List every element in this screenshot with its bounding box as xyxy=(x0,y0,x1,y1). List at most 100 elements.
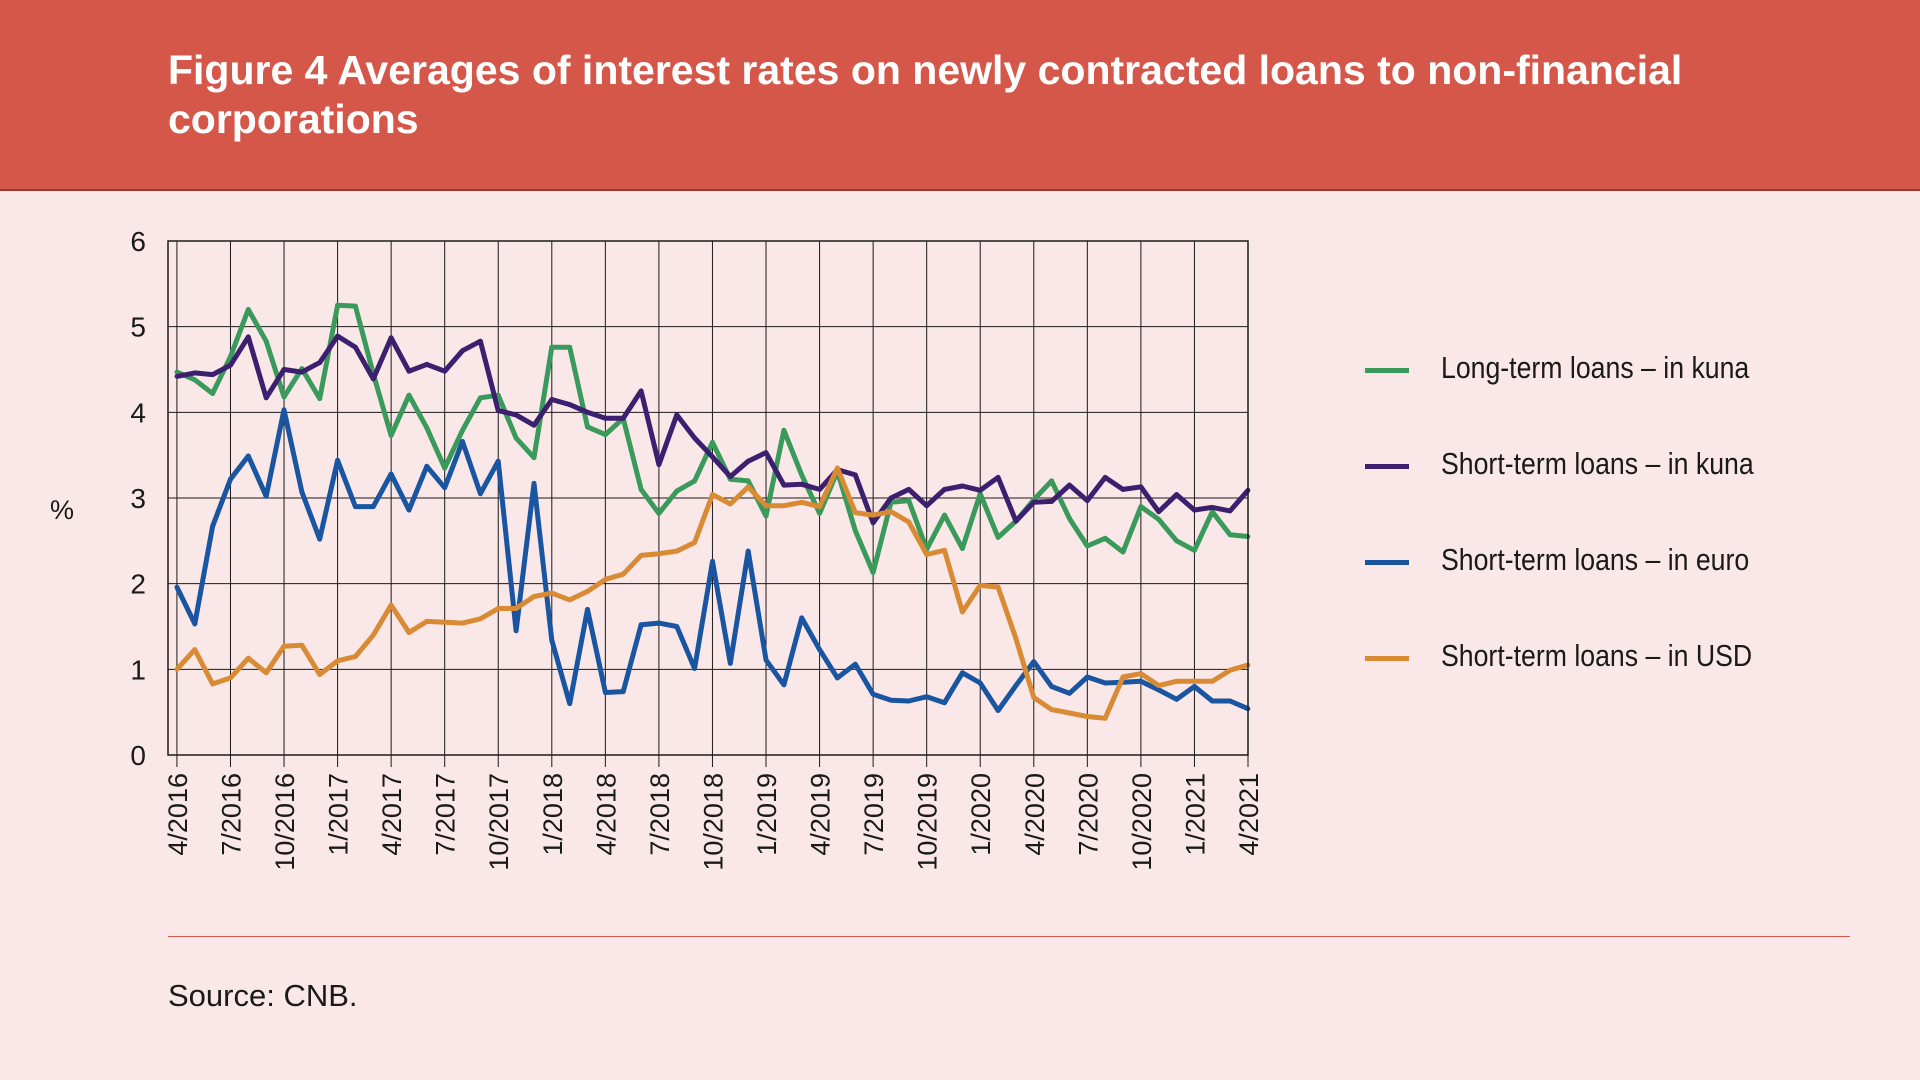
data-point xyxy=(353,303,358,309)
data-point xyxy=(1192,507,1197,513)
legend-item: Short-term loans – in euro xyxy=(1365,542,1885,582)
x-tick-label: 10/2016 xyxy=(270,773,300,871)
data-point xyxy=(977,582,983,588)
data-point xyxy=(763,657,769,663)
data-point xyxy=(888,509,894,515)
x-tick-label: 1/2020 xyxy=(966,773,996,856)
data-point xyxy=(460,439,465,444)
data-point xyxy=(585,588,590,594)
data-point xyxy=(906,498,912,503)
data-point xyxy=(1227,532,1233,538)
data-point xyxy=(210,372,216,378)
x-tick-label: 1/2018 xyxy=(538,773,568,856)
data-point xyxy=(335,333,340,339)
data-point xyxy=(1209,678,1215,684)
data-point xyxy=(763,450,769,455)
data-point xyxy=(781,503,787,509)
data-point xyxy=(817,647,822,653)
data-point xyxy=(781,482,787,488)
data-point xyxy=(852,510,858,515)
data-point xyxy=(1084,498,1090,503)
data-point xyxy=(710,558,715,564)
legend-swatch xyxy=(1365,560,1409,565)
data-point xyxy=(942,487,947,492)
x-tick-label: 4/2020 xyxy=(1020,773,1050,856)
data-point xyxy=(602,415,608,421)
data-point xyxy=(924,552,930,557)
x-axis-labels: 4/2016 7/2016 10/2016 1/2017 4/2017 7/2017 10/… xyxy=(163,773,1264,871)
data-point xyxy=(602,432,608,438)
data-point xyxy=(942,512,947,518)
y-tick-label: 0 xyxy=(130,740,146,771)
data-point xyxy=(692,540,698,545)
x-tick-label: 10/2017 xyxy=(484,773,514,871)
figure-title: Figure 4 Averages of interest rates on n… xyxy=(168,47,1683,142)
x-tick-label: 4/2019 xyxy=(806,773,836,856)
data-point xyxy=(1227,508,1233,514)
x-tick-label: 7/2018 xyxy=(645,773,675,856)
x-tick-label: 4/2018 xyxy=(591,773,621,856)
data-point xyxy=(674,488,680,494)
data-point xyxy=(228,675,233,681)
data-point xyxy=(959,670,965,676)
data-point xyxy=(1156,683,1162,689)
data-point xyxy=(424,425,430,431)
data-point xyxy=(638,552,644,558)
data-point xyxy=(406,392,412,398)
data-point xyxy=(317,536,323,542)
data-point xyxy=(656,462,662,467)
data-point xyxy=(353,504,358,509)
data-point xyxy=(370,376,376,382)
data-point xyxy=(870,691,876,697)
data-point xyxy=(495,606,501,611)
data-point xyxy=(1209,509,1215,515)
data-point xyxy=(567,701,573,706)
data-point xyxy=(710,439,715,445)
data-point xyxy=(620,415,626,421)
data-point xyxy=(799,499,805,505)
data-point xyxy=(281,367,287,372)
data-point xyxy=(692,478,698,484)
data-point xyxy=(388,602,394,608)
data-point xyxy=(299,489,305,495)
x-tick-label: 4/2017 xyxy=(377,773,407,856)
data-point xyxy=(817,504,822,509)
data-point xyxy=(353,344,358,350)
data-point xyxy=(710,492,715,497)
data-point xyxy=(602,690,608,695)
data-point xyxy=(1031,499,1037,505)
legend-label: Short-term loans – in euro xyxy=(1441,542,1750,577)
data-point xyxy=(245,453,251,459)
legend-swatch xyxy=(1365,656,1409,661)
data-point xyxy=(549,397,555,402)
data-point xyxy=(245,655,251,661)
data-point xyxy=(638,388,644,394)
data-point xyxy=(317,672,323,677)
data-point xyxy=(228,362,233,368)
data-point xyxy=(906,487,912,492)
legend-label: Short-term loans – in kuna xyxy=(1441,446,1754,481)
data-point xyxy=(959,609,965,615)
data-point xyxy=(745,478,751,484)
data-point xyxy=(442,619,448,625)
x-tick-label: 4/2021 xyxy=(1234,773,1264,856)
data-point xyxy=(174,584,180,590)
data-point xyxy=(1120,674,1126,680)
data-point xyxy=(210,391,216,396)
data-point xyxy=(228,476,233,482)
data-point xyxy=(406,368,412,374)
data-point xyxy=(1049,499,1055,504)
data-point xyxy=(924,503,930,509)
data-point xyxy=(745,484,751,490)
data-point xyxy=(585,606,590,612)
data-point xyxy=(1174,492,1179,497)
data-point xyxy=(817,511,822,516)
data-point xyxy=(460,348,465,354)
legend-item: Short-term loans – in kuna xyxy=(1365,446,1885,486)
data-point xyxy=(1102,715,1108,721)
data-point xyxy=(335,658,340,664)
chart-series xyxy=(174,302,1251,721)
data-point xyxy=(192,647,198,653)
data-point xyxy=(1102,535,1108,541)
data-point xyxy=(299,369,305,375)
